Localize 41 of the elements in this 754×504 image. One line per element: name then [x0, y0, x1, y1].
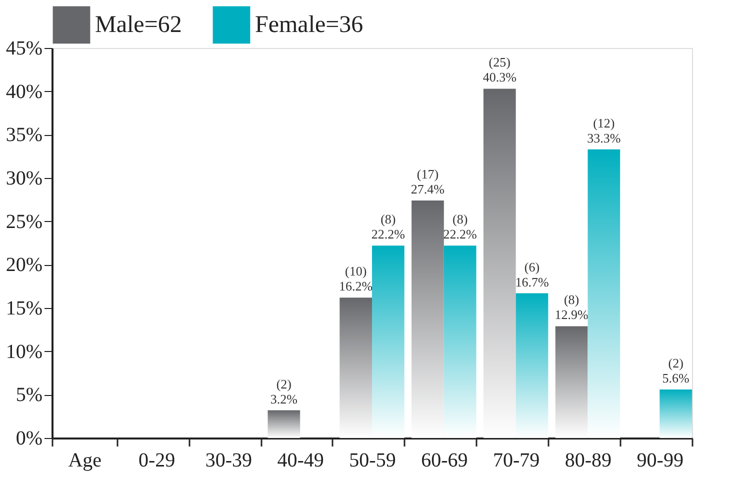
data-label: (25) 40.3%: [482, 54, 517, 85]
x-tick-label: 70-79: [492, 450, 540, 472]
x-tick-label: 30-39: [205, 450, 252, 472]
x-tick-label: 80-89: [564, 450, 612, 472]
y-tick-label: 35%: [6, 124, 42, 146]
bar: [372, 246, 404, 438]
y-tick-label: 10%: [6, 340, 42, 363]
data-label: (2) 3.2%: [270, 376, 298, 406]
y-tick-label: 20%: [6, 254, 42, 276]
y-tick-label: 45%: [6, 38, 42, 60]
data-label: (10) 16.2%: [339, 264, 373, 294]
x-tick-label: 50-59: [349, 450, 396, 472]
x-tick-label: 0-29: [138, 450, 176, 472]
legend-label: Female=36: [255, 12, 364, 38]
x-tick-label: 60-69: [421, 450, 468, 472]
bar: [516, 293, 548, 438]
y-tick-label: 0%: [16, 428, 42, 450]
bar: [483, 88, 516, 438]
y-tick-label: 40%: [6, 80, 42, 103]
x-tick-label: Age: [68, 450, 102, 472]
data-label: (6) 16.7%: [515, 259, 549, 290]
bar: [588, 149, 620, 438]
x-tick-label: 40-49: [277, 450, 324, 472]
legend-label: Male=62: [95, 12, 182, 38]
bar: [268, 410, 300, 438]
y-tick-label: 30%: [6, 168, 42, 190]
data-label: (12) 33.3%: [587, 115, 621, 146]
y-tick-label: 5%: [16, 384, 42, 406]
bar: [412, 200, 444, 438]
data-label: (17) 27.4%: [410, 166, 445, 197]
data-label: (8) 12.9%: [554, 292, 589, 322]
data-label: (2) 5.6%: [662, 355, 690, 386]
x-tick-label: 90-99: [636, 450, 684, 472]
bar: [660, 389, 692, 438]
y-tick-label: 25%: [6, 210, 42, 233]
bar: [340, 298, 372, 438]
y-tick-label: 15%: [6, 298, 42, 320]
bar: [555, 326, 588, 438]
data-label: (8) 22.2%: [443, 212, 478, 242]
bar: [444, 246, 476, 438]
data-label: (8) 22.2%: [371, 212, 406, 242]
